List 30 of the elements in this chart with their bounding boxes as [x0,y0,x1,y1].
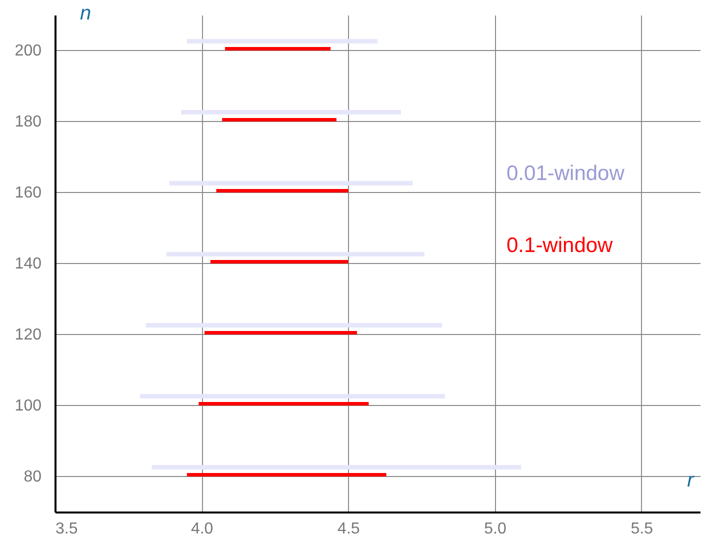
bar [186,39,378,44]
bar [225,47,331,50]
bar [140,394,445,398]
y-tick-label: 120 [14,326,42,344]
y-tick-label: 200 [14,42,42,60]
y-tick-label: 100 [14,398,42,414]
bar [216,189,348,192]
x-tick-label: 5.5 [630,520,654,538]
x-axis-title: r [687,470,696,492]
bar [210,260,348,264]
y-tick-label: 180 [14,114,42,130]
bar [146,323,442,328]
bar [166,252,424,256]
x-tick-label: 4.5 [338,520,360,538]
x-tick-label: 5.0 [484,520,506,538]
bar [152,465,522,470]
text: 0.01-window [506,162,626,186]
bar [186,473,386,476]
x-tick-label: 4.0 [190,520,214,538]
y-tick-label: 160 [14,184,42,202]
bar [222,118,336,122]
text: 0.1-window [506,234,614,258]
x-tick-label: 3.5 [56,520,78,538]
bar [181,110,401,114]
bar [169,181,413,186]
y-tick-label: 140 [14,256,42,272]
y-axis-title: n [80,2,92,24]
bar [198,402,369,406]
bar [204,331,357,334]
y-tick-label: 80 [24,468,42,486]
